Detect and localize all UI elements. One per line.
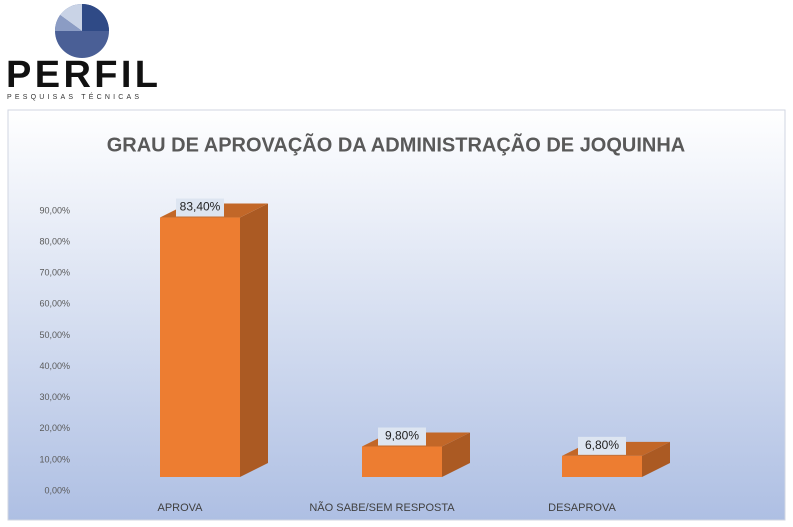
- value-label: 9,80%: [385, 429, 419, 443]
- y-tick-label: 80,00%: [39, 236, 70, 246]
- value-label: 83,40%: [180, 200, 221, 214]
- logo-slice: [60, 3, 82, 31]
- bar-side: [642, 441, 670, 477]
- bar-side: [240, 203, 268, 478]
- x-tick-label: DESAPROVA: [548, 502, 616, 514]
- y-tick-label: 50,00%: [39, 330, 70, 340]
- value-label: 6,80%: [585, 438, 619, 452]
- logo: PERFIL PESQUISAS TÉCNICAS: [6, 3, 158, 101]
- chart-title: GRAU DE APROVAÇÃO DA ADMINISTRAÇÃO DE JO…: [107, 133, 686, 156]
- bar: [362, 446, 442, 477]
- bar: [160, 217, 240, 478]
- bar-side: [442, 432, 470, 477]
- logo-slice: [54, 15, 82, 31]
- value-label-bg: [378, 427, 426, 446]
- y-tick-label: 40,00%: [39, 361, 70, 371]
- logo-name: PERFIL: [6, 54, 158, 96]
- bar: [562, 455, 642, 477]
- y-tick-label: 0,00%: [44, 485, 70, 495]
- y-tick-label: 10,00%: [39, 454, 70, 464]
- logo-slice: [82, 4, 109, 31]
- x-tick-label: NÃO SABE/SEM RESPOSTA: [309, 501, 455, 514]
- y-tick-label: 30,00%: [39, 392, 70, 402]
- y-tick-label: 20,00%: [39, 423, 70, 433]
- value-label-bg: [176, 198, 224, 217]
- y-tick-label: 60,00%: [39, 299, 70, 309]
- x-tick-label: APROVA: [157, 502, 203, 514]
- value-label-bg: [578, 436, 626, 455]
- logo-tagline: PESQUISAS TÉCNICAS: [7, 92, 142, 101]
- y-tick-label: 90,00%: [39, 205, 70, 215]
- y-tick-label: 70,00%: [39, 268, 70, 278]
